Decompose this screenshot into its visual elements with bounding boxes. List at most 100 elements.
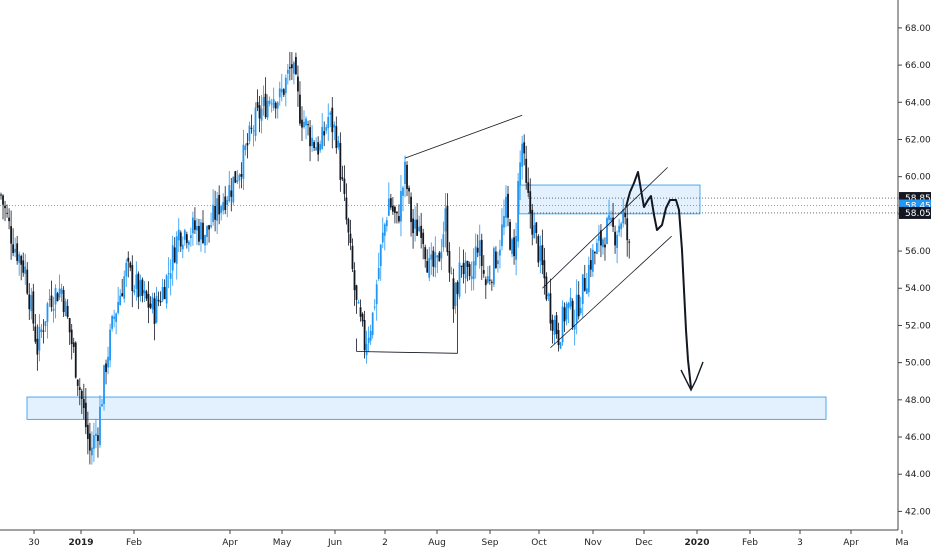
candle	[52, 296, 55, 323]
candle	[95, 418, 97, 448]
candle	[40, 323, 43, 338]
candle	[321, 112, 324, 150]
x-tick-label: Ma	[895, 538, 908, 548]
candle	[216, 191, 219, 234]
trendlines	[356, 114, 672, 354]
candle	[608, 199, 610, 227]
candle	[127, 251, 130, 278]
candle	[375, 279, 378, 321]
candle	[76, 379, 79, 396]
candle	[589, 248, 592, 278]
candle	[301, 106, 303, 141]
candle	[363, 310, 366, 359]
upper-trendline	[404, 114, 523, 159]
candle	[440, 238, 443, 271]
candle	[187, 239, 190, 252]
candle	[585, 272, 588, 294]
candle	[434, 236, 437, 278]
y-tick-label: 56.00	[905, 247, 931, 257]
price-tag-label: 58.45	[905, 201, 931, 211]
candle	[240, 162, 243, 189]
x-tick-label: Feb	[742, 538, 758, 548]
candle	[103, 364, 105, 411]
candle	[521, 135, 524, 180]
candle	[272, 87, 275, 111]
candle	[507, 185, 509, 227]
x-tick-label: Apr	[843, 538, 859, 548]
candle	[167, 257, 170, 289]
candle	[371, 312, 374, 339]
candle	[315, 137, 318, 151]
candle	[387, 182, 390, 216]
y-tick-label: 44.00	[905, 470, 931, 480]
candle	[234, 170, 237, 184]
candle	[499, 239, 501, 269]
candle	[70, 323, 73, 360]
candle	[159, 291, 162, 307]
zones-layer	[26, 184, 827, 420]
candle	[389, 193, 392, 210]
candle	[149, 296, 152, 310]
candle	[145, 289, 148, 301]
y-tick-label: 68.00	[905, 24, 931, 34]
candle	[523, 134, 526, 166]
candle	[604, 237, 606, 261]
price-tag: 58.05	[899, 206, 931, 219]
candle	[343, 165, 346, 201]
candle	[347, 217, 350, 246]
candle	[367, 326, 370, 353]
candle	[266, 94, 269, 121]
candle	[567, 301, 570, 324]
candles	[0, 51, 631, 465]
x-axis[interactable]: 30 2019 Feb Apr May Jun 2 Aug Sep Oct Nov Dec 2020 Fe…	[0, 529, 909, 548]
candle	[414, 206, 416, 242]
candle	[66, 299, 69, 319]
y-tick-label: 62.00	[905, 135, 931, 145]
candle	[404, 155, 406, 198]
candle	[196, 218, 198, 246]
horizontal-lines	[0, 197, 898, 214]
candle	[46, 301, 49, 339]
candle	[337, 135, 340, 150]
candle	[503, 199, 505, 236]
candle	[480, 233, 483, 280]
candle	[86, 411, 89, 455]
candle	[36, 324, 39, 371]
candle	[454, 281, 457, 314]
candle	[137, 271, 140, 310]
candle	[54, 284, 57, 319]
channel-upper	[542, 167, 668, 289]
y-axis[interactable]: 42.00 44.00 46.00 48.00 50.00 52.00 54.00 56.00…	[897, 0, 931, 530]
candle	[458, 246, 461, 300]
candle	[626, 204, 629, 257]
candle	[610, 210, 612, 226]
candle	[525, 145, 528, 190]
candle	[198, 218, 200, 246]
candle	[268, 96, 271, 107]
candle	[333, 121, 336, 141]
candle	[422, 228, 425, 260]
candle	[10, 210, 12, 260]
candle	[581, 274, 584, 318]
candle	[600, 224, 602, 258]
candle	[64, 298, 67, 317]
candle	[565, 301, 568, 326]
y-tick-label: 42.00	[905, 507, 931, 517]
candle	[165, 273, 168, 309]
candle	[492, 246, 495, 288]
candle	[20, 254, 23, 281]
candle	[614, 225, 616, 254]
candle	[214, 190, 217, 232]
candle	[541, 229, 544, 275]
candle	[426, 249, 429, 273]
candle	[569, 288, 572, 310]
candle	[133, 284, 136, 296]
candle	[48, 289, 51, 308]
candle	[50, 280, 53, 312]
candle	[212, 189, 214, 226]
candle	[406, 161, 408, 197]
candle	[155, 286, 158, 324]
candle	[501, 208, 503, 251]
candle	[529, 178, 532, 229]
